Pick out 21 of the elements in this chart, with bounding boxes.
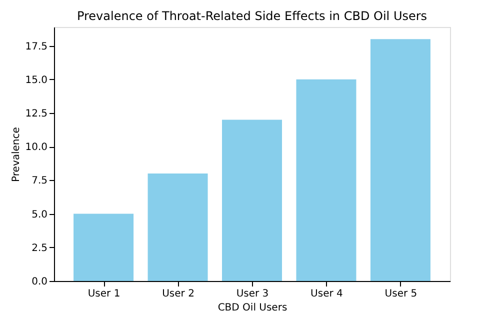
bar bbox=[148, 173, 208, 281]
bar bbox=[296, 79, 356, 281]
y-tick-label: 2.5 bbox=[32, 242, 48, 254]
x-tick-label: User 1 bbox=[88, 288, 120, 300]
y-tick-label: 0.0 bbox=[32, 276, 48, 288]
x-axis-title: CBD Oil Users bbox=[218, 302, 288, 314]
bar bbox=[74, 214, 134, 281]
bar bbox=[370, 39, 430, 281]
x-tick-label: User 2 bbox=[162, 288, 194, 300]
y-axis-title: Prevalence bbox=[11, 127, 22, 182]
y-tick-label: 12.5 bbox=[25, 108, 48, 120]
x-tick-label: User 5 bbox=[384, 288, 418, 300]
y-tick-label: 10.0 bbox=[25, 142, 48, 154]
y-tick-label: 17.5 bbox=[25, 41, 48, 52]
y-tick-label: 15.0 bbox=[25, 74, 48, 86]
x-tick-label: User 4 bbox=[310, 288, 343, 300]
y-tick-label: 7.5 bbox=[32, 176, 48, 187]
x-tick-label: User 3 bbox=[236, 288, 269, 300]
bar bbox=[222, 120, 282, 281]
y-tick-label: 5.0 bbox=[32, 209, 48, 220]
chart-title: Prevalence of Throat-Related Side Effects in CBD Oil Users bbox=[76, 9, 428, 23]
